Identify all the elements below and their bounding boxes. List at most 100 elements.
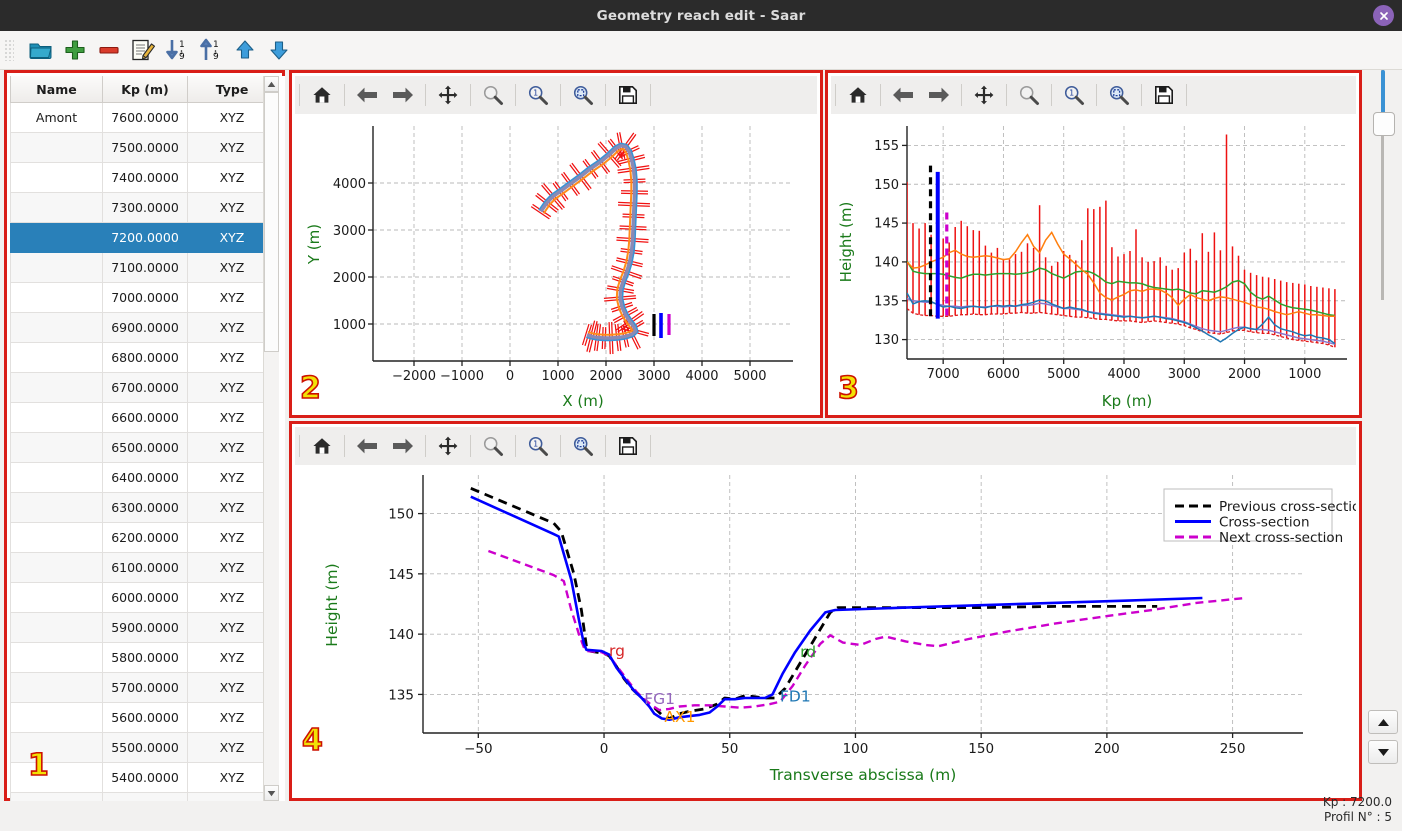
sort-descending-button[interactable]: 1 9 [160, 33, 194, 67]
save-figure-button[interactable] [1149, 80, 1179, 110]
add-button[interactable] [58, 33, 92, 67]
move-up-button[interactable] [228, 33, 262, 67]
magnifier-icon [483, 436, 503, 456]
table-row[interactable]: 7500.0000 XYZ [10, 132, 277, 163]
toolbar-separator [344, 84, 345, 106]
cross-section-figure[interactable]: rg FG1 AX1 FD1 rd −50 0 50 100 150 200 250 135 140 1… [295, 465, 1356, 795]
scroll-down-arrow[interactable] [264, 785, 279, 801]
zoom-rect-button[interactable] [568, 80, 598, 110]
cell-profile-type: XYZ [187, 132, 277, 163]
toolbar-separator [470, 435, 471, 457]
magnifier-one-icon: 1 [528, 436, 548, 456]
cell-profile-type: XYZ [187, 192, 277, 223]
forward-button[interactable] [388, 431, 418, 461]
toolbar-separator [1186, 84, 1187, 106]
table-row[interactable]: 6300.0000 XYZ [10, 492, 277, 523]
zoom-one-button[interactable]: 1 [1059, 80, 1089, 110]
home-button[interactable] [307, 431, 337, 461]
zoom-rect-button[interactable] [568, 431, 598, 461]
cell-profile-kp: 6400.0000 [102, 462, 188, 493]
table-row[interactable]: 6200.0000 XYZ [10, 522, 277, 553]
table-row[interactable]: 6900.0000 XYZ [10, 312, 277, 343]
table-row[interactable]: 5600.0000 XYZ [10, 702, 277, 733]
save-figure-button[interactable] [613, 80, 643, 110]
close-window-button[interactable] [1373, 5, 1394, 26]
table-row[interactable]: 6800.0000 XYZ [10, 342, 277, 373]
zoom-button[interactable] [478, 431, 508, 461]
magnifier-icon [483, 85, 503, 105]
arrow-down-icon [270, 41, 288, 60]
profiles-table-scroll-area[interactable]: Name Kp (m) Type Amont 7600.0000 XYZ 7500.0… [10, 76, 285, 801]
column-header-type[interactable]: Type [187, 76, 277, 103]
home-button[interactable] [843, 80, 873, 110]
table-row[interactable]: 6100.0000 XYZ [10, 552, 277, 583]
cell-profile-name [10, 762, 103, 793]
table-row[interactable]: 6500.0000 XYZ [10, 432, 277, 463]
svg-text:5000: 5000 [1047, 367, 1080, 382]
cell-profile-name [10, 282, 103, 313]
pan-button[interactable] [433, 80, 463, 110]
zoom-button[interactable] [1014, 80, 1044, 110]
sort-ascending-button[interactable]: 1 9 [194, 33, 228, 67]
table-row[interactable]: 7000.0000 XYZ [10, 282, 277, 313]
table-row[interactable]: 6400.0000 XYZ [10, 462, 277, 493]
move-down-button[interactable] [262, 33, 296, 67]
svg-text:1: 1 [179, 40, 185, 50]
profile-step-up-button[interactable] [1368, 710, 1398, 734]
right-sidebar [1362, 64, 1402, 764]
profile-step-down-button[interactable] [1368, 740, 1398, 764]
back-button[interactable] [352, 80, 382, 110]
table-row[interactable]: 6700.0000 XYZ [10, 372, 277, 403]
home-button[interactable] [307, 80, 337, 110]
table-row[interactable]: 7300.0000 XYZ [10, 192, 277, 223]
profile-slider-track[interactable] [1381, 70, 1384, 300]
back-button[interactable] [352, 431, 382, 461]
zoom-one-button[interactable]: 1 [523, 431, 553, 461]
table-row[interactable]: 5900.0000 XYZ [10, 612, 277, 643]
home-icon [313, 87, 331, 103]
table-row[interactable]: 7100.0000 XYZ [10, 252, 277, 283]
open-folder-button[interactable] [24, 33, 58, 67]
cell-profile-type: XYZ [187, 492, 277, 523]
toolbar-grip[interactable] [4, 39, 14, 61]
table-row[interactable]: Amont 7600.0000 XYZ [10, 102, 277, 133]
pan-button[interactable] [969, 80, 999, 110]
forward-button[interactable] [924, 80, 954, 110]
table-row[interactable]: 7200.0000 XYZ [10, 222, 277, 253]
triangle-down-icon [1377, 748, 1389, 756]
longprofile-xlabel: Kp (m) [1102, 392, 1152, 410]
zoom-button[interactable] [478, 80, 508, 110]
cell-profile-name [10, 492, 103, 523]
edit-button[interactable] [126, 33, 160, 67]
back-button[interactable] [888, 80, 918, 110]
table-row[interactable]: 7400.0000 XYZ [10, 162, 277, 193]
magnifier-icon [1019, 85, 1039, 105]
table-row[interactable]: 5400.0000 XYZ [10, 762, 277, 793]
cell-profile-name [10, 552, 103, 583]
toolbar-separator [1006, 84, 1007, 106]
scroll-up-arrow[interactable] [264, 76, 279, 92]
cell-profile-name [10, 312, 103, 343]
table-row[interactable]: 5500.0000 XYZ [10, 732, 277, 763]
column-header-kp[interactable]: Kp (m) [102, 76, 188, 103]
table-row[interactable]: 6600.0000 XYZ [10, 402, 277, 433]
scrollbar-thumb[interactable] [264, 92, 279, 352]
zoom-one-button[interactable]: 1 [523, 80, 553, 110]
profile-slider-handle[interactable] [1373, 112, 1395, 136]
zoom-rect-button[interactable] [1104, 80, 1134, 110]
table-row[interactable]: 6000.0000 XYZ [10, 582, 277, 613]
column-header-name[interactable]: Name [10, 76, 103, 103]
svg-text:7000: 7000 [927, 367, 960, 382]
main-toolbar: 1 9 1 9 [0, 31, 1402, 70]
save-figure-button[interactable] [613, 431, 643, 461]
remove-button[interactable] [92, 33, 126, 67]
svg-text:4000: 4000 [685, 369, 718, 384]
table-vertical-scrollbar[interactable] [263, 76, 279, 801]
pan-button[interactable] [433, 431, 463, 461]
plan-view-figure[interactable]: −2000 −1000 0 1000 2000 3000 4000 5000 1… [295, 114, 817, 412]
longitudinal-profile-figure[interactable]: 7000 6000 5000 4000 3000 2000 1000 130 135 140 14… [831, 114, 1356, 412]
table-row[interactable]: 5800.0000 XYZ [10, 642, 277, 673]
table-row[interactable]: 5700.0000 XYZ [10, 672, 277, 703]
forward-button[interactable] [388, 80, 418, 110]
